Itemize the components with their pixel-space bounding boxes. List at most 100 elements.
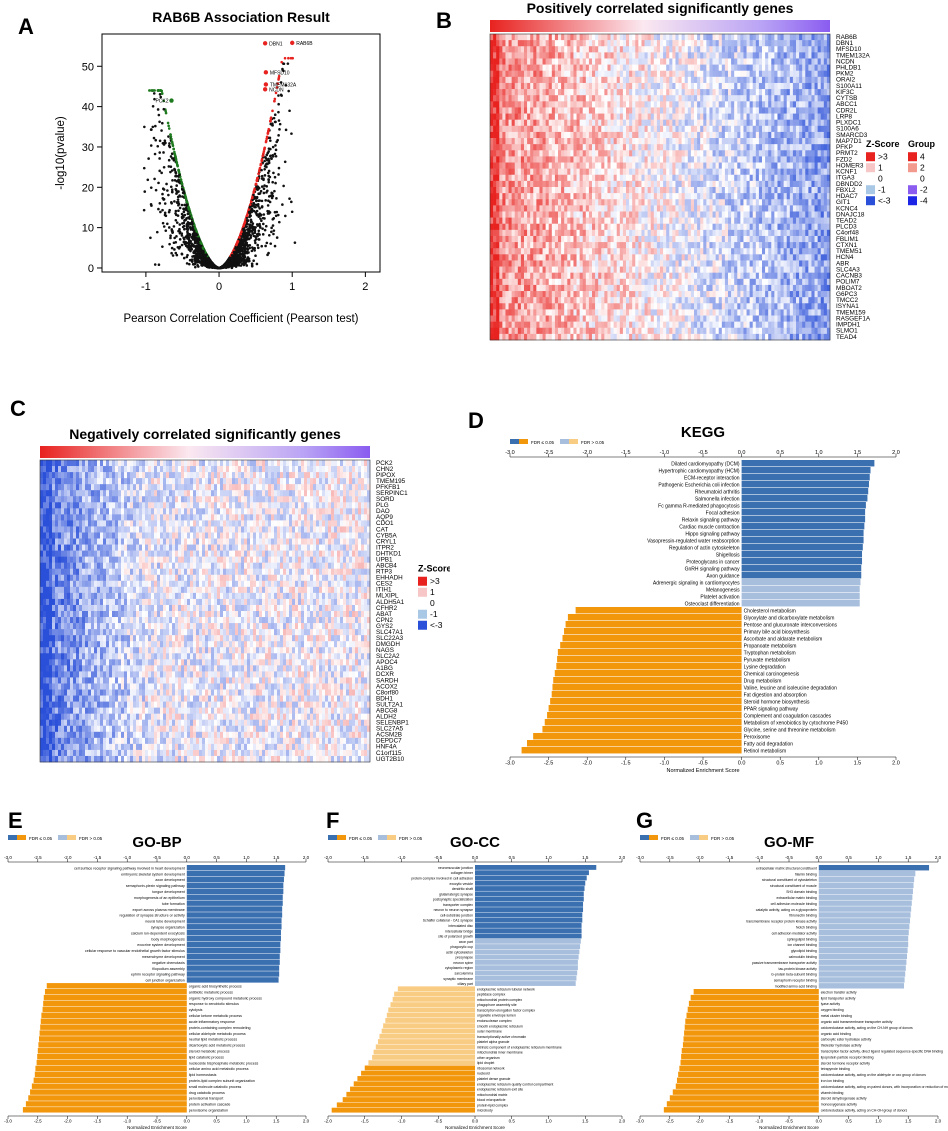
- data-point: [268, 233, 271, 237]
- heatmap-cell: [647, 58, 652, 65]
- heatmap-cell: [607, 113, 611, 120]
- heatmap-cell: [551, 125, 556, 133]
- heatmap-cell: [724, 82, 729, 90]
- heatmap-cell: [690, 46, 695, 53]
- heatmap-cell: [548, 156, 553, 163]
- heatmap-cell: [545, 107, 550, 114]
- heatmap-cell: [734, 168, 738, 176]
- heatmap-cell: [601, 58, 605, 65]
- heatmap-cell: [514, 70, 519, 78]
- heatmap-cell: [545, 138, 550, 145]
- heatmap-cell: [814, 156, 818, 163]
- heatmap-cell: [499, 40, 503, 47]
- heatmap-cell: [706, 46, 710, 53]
- heatmap-cell: [644, 125, 648, 133]
- heatmap-cell: [666, 168, 670, 176]
- heatmap-cell: [663, 64, 667, 72]
- heatmap-cell: [632, 131, 636, 139]
- heatmap-cell: [524, 52, 528, 59]
- panel-letter-b: B: [436, 8, 452, 33]
- data-point: [183, 227, 186, 231]
- heatmap-cell: [728, 113, 732, 120]
- data-point: [249, 214, 252, 218]
- heatmap-cell: [619, 168, 624, 176]
- heatmap-cell: [768, 52, 772, 59]
- heatmap-cell: [588, 70, 593, 78]
- heatmap-cell: [616, 156, 621, 163]
- heatmap-cell: [570, 113, 574, 120]
- heatmap-cell: [650, 119, 655, 127]
- heatmap-cell: [715, 156, 720, 163]
- heatmap-cell: [524, 58, 528, 65]
- data-point: [187, 208, 191, 211]
- heatmap-cell: [629, 162, 633, 169]
- heatmap-cell: [811, 64, 815, 72]
- heatmap-cell: [653, 150, 658, 157]
- heatmap-cell: [728, 138, 732, 145]
- heatmap-cell: [749, 150, 754, 157]
- heatmap-cell: [616, 46, 621, 53]
- heatmap-cell: [740, 131, 744, 139]
- heatmap-cell: [672, 58, 676, 65]
- heatmap-cell: [514, 89, 519, 96]
- heatmap-cell: [601, 162, 605, 169]
- heatmap-cell: [548, 144, 553, 151]
- data-point: [170, 201, 173, 205]
- heatmap-cell: [734, 95, 738, 102]
- x-tick-label: 0: [216, 281, 222, 293]
- heatmap-cell: [517, 113, 522, 120]
- heatmap-cell: [650, 156, 655, 163]
- heatmap-cell: [539, 101, 543, 108]
- heatmap-cell: [567, 70, 571, 78]
- heatmap-cell: [777, 107, 781, 114]
- heatmap-cell: [567, 150, 571, 157]
- heatmap-cell: [718, 40, 723, 47]
- heatmap-cell: [607, 168, 611, 176]
- heatmap-cell: [576, 46, 580, 53]
- heatmap-cell: [520, 46, 525, 53]
- heatmap-cell: [752, 162, 757, 169]
- heatmap-cell: [508, 89, 512, 96]
- heatmap-cell: [656, 64, 661, 72]
- heatmap-cell: [517, 174, 522, 182]
- heatmap-cell: [697, 58, 701, 65]
- heatmap-cell: [715, 82, 720, 90]
- heatmap-cell: [752, 168, 757, 176]
- heatmap-cell: [684, 125, 689, 133]
- data-point: [255, 212, 258, 216]
- heatmap-cell: [653, 70, 658, 78]
- heatmap-cell: [811, 101, 815, 108]
- heatmap-cell: [792, 46, 797, 53]
- heatmap-cell: [694, 76, 698, 84]
- heatmap-cell: [496, 82, 500, 90]
- data-point: [154, 138, 158, 142]
- heatmap-cell: [768, 82, 772, 90]
- heatmap-cell: [548, 138, 553, 145]
- heatmap-cell: [610, 64, 614, 72]
- heatmap-cell: [588, 76, 593, 84]
- heatmap-cell: [768, 125, 772, 133]
- data-point: [263, 164, 267, 168]
- heatmap-cell: [660, 138, 664, 145]
- data-point: [241, 239, 244, 242]
- data-point: [157, 263, 161, 267]
- heatmap-cell: [502, 40, 506, 47]
- plot-frame: [101, 33, 381, 273]
- heatmap-cell: [799, 58, 803, 65]
- data-point: [184, 218, 188, 221]
- heatmap-cell: [724, 107, 729, 114]
- data-point: [228, 256, 231, 260]
- heatmap-cell: [737, 95, 741, 102]
- heatmap-cell: [826, 82, 831, 90]
- heatmap-cell: [554, 101, 559, 108]
- heatmap-cell: [530, 82, 534, 90]
- heatmap-cell: [780, 168, 784, 176]
- heatmap-cell: [533, 125, 537, 133]
- heatmap-cell: [712, 131, 716, 139]
- heatmap-cell: [554, 70, 559, 78]
- heatmap-cell: [718, 144, 723, 151]
- heatmap-cell: [585, 70, 590, 78]
- heatmap-cell: [641, 101, 645, 108]
- heatmap-cell: [601, 70, 605, 78]
- heatmap-cell: [585, 52, 590, 59]
